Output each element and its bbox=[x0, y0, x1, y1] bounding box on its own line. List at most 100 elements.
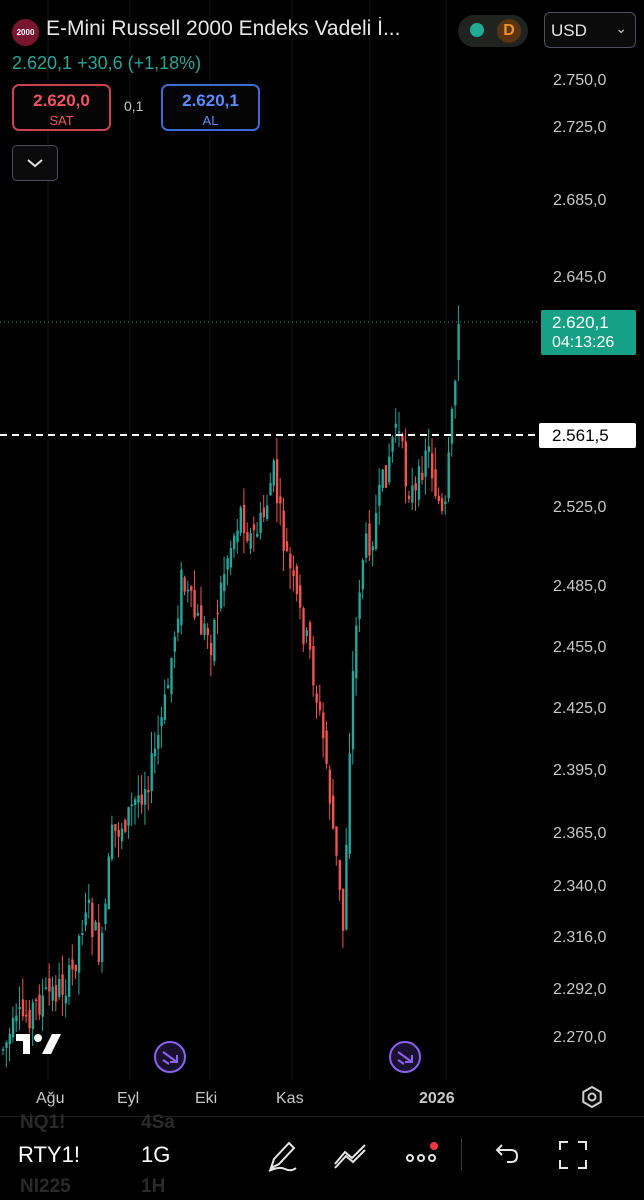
price-tick: 2.340,0 bbox=[553, 878, 606, 895]
candle-body bbox=[196, 612, 200, 616]
candle-body bbox=[18, 1006, 21, 1010]
candle-body bbox=[315, 693, 318, 703]
candle-body bbox=[44, 987, 48, 989]
candle-body bbox=[381, 469, 384, 488]
fullscreen-icon[interactable] bbox=[551, 1133, 595, 1177]
last-price-label: 2.620,1 04:13:26 bbox=[541, 310, 636, 355]
candle-body bbox=[137, 795, 140, 803]
candle-body bbox=[391, 437, 394, 452]
time-axis[interactable]: Ağu Eyl Eki Kas 2026 bbox=[36, 1090, 455, 1107]
candle-body bbox=[2, 1049, 5, 1051]
horizontal-line-price-label: 2.561,5 bbox=[539, 423, 636, 448]
candle-body bbox=[21, 999, 25, 1017]
candle-body bbox=[28, 1010, 31, 1029]
jump-arrow-icon[interactable] bbox=[389, 1041, 421, 1073]
collapse-button[interactable] bbox=[12, 145, 58, 181]
candle-body bbox=[130, 804, 134, 807]
more-icon[interactable] bbox=[399, 1133, 443, 1177]
candle-body bbox=[236, 530, 239, 543]
candle-body bbox=[272, 460, 275, 486]
pen-icon[interactable] bbox=[260, 1133, 304, 1177]
currency-select[interactable]: USD ⌄ bbox=[544, 12, 636, 48]
candle-body bbox=[414, 483, 417, 491]
candle-body bbox=[170, 658, 173, 695]
candle-body bbox=[444, 501, 447, 504]
candle-body bbox=[308, 622, 312, 650]
candle-body bbox=[282, 510, 285, 551]
price-tick: 2.425,0 bbox=[553, 700, 606, 717]
candle-body bbox=[167, 684, 170, 689]
trend-lines-icon[interactable] bbox=[328, 1133, 372, 1177]
candle-body bbox=[203, 623, 206, 636]
candle-body bbox=[150, 753, 153, 792]
sell-button[interactable]: 2.620,0 SAT bbox=[12, 84, 111, 131]
candle-body bbox=[101, 932, 104, 962]
sell-price: 2.620,0 bbox=[33, 91, 90, 110]
candle-body bbox=[71, 959, 74, 970]
candle-body bbox=[107, 856, 110, 910]
price-tick: 2.685,0 bbox=[553, 192, 606, 209]
candle-body bbox=[341, 888, 345, 931]
candles bbox=[2, 305, 460, 1068]
candle-body bbox=[427, 446, 431, 452]
bottom-bar-divider bbox=[0, 1116, 644, 1117]
candle-body bbox=[388, 456, 391, 483]
candle-body bbox=[223, 574, 226, 592]
candle-body bbox=[242, 504, 246, 534]
time-tick: Ağu bbox=[36, 1090, 64, 1107]
candle-body bbox=[256, 533, 259, 537]
candle-body bbox=[454, 381, 457, 406]
candle-body bbox=[77, 935, 81, 973]
candle-body bbox=[365, 533, 368, 558]
candle-body bbox=[348, 753, 351, 855]
candle-body bbox=[25, 1014, 28, 1017]
price-axis[interactable]: 2.750,0 2.725,0 2.685,0 2.645,0 2.525,0 … bbox=[553, 72, 606, 1046]
candle-body bbox=[325, 730, 328, 764]
jump-arrow-icon[interactable] bbox=[154, 1041, 186, 1073]
tradingview-logo-icon[interactable] bbox=[16, 1034, 61, 1054]
candle-body bbox=[437, 495, 440, 501]
price-tick: 2.645,0 bbox=[553, 269, 606, 286]
price-tick: 2.270,0 bbox=[553, 1029, 606, 1046]
spread-value: 0,1 bbox=[124, 98, 144, 114]
candle-body bbox=[289, 553, 292, 569]
candle-body bbox=[200, 605, 203, 635]
candle-body bbox=[275, 459, 279, 504]
candle-body bbox=[87, 899, 91, 904]
candle-body bbox=[440, 498, 444, 512]
interval-button[interactable]: 1G bbox=[141, 1142, 171, 1167]
candle-body bbox=[160, 717, 163, 726]
candle-body bbox=[153, 748, 157, 757]
candle-body bbox=[239, 507, 242, 533]
buy-label: AL bbox=[202, 113, 219, 128]
settings-gear-icon[interactable] bbox=[582, 1085, 602, 1109]
undo-icon[interactable] bbox=[482, 1133, 526, 1177]
price-tick: 2.485,0 bbox=[553, 578, 606, 595]
candle-body bbox=[318, 701, 322, 711]
candle-body bbox=[15, 1015, 18, 1022]
candle-body bbox=[68, 965, 71, 997]
candle-body bbox=[176, 618, 180, 633]
candle-body bbox=[206, 628, 209, 636]
candle-body bbox=[8, 1034, 11, 1045]
price-tick: 2.316,0 bbox=[553, 929, 606, 946]
price-change: +30,6 bbox=[77, 53, 123, 73]
candle-body bbox=[74, 964, 77, 971]
candle-body bbox=[401, 435, 404, 442]
price-chart[interactable]: 2.750,0 2.725,0 2.685,0 2.645,0 2.525,0 … bbox=[0, 0, 644, 1116]
candle-body bbox=[11, 1017, 15, 1038]
symbol-title[interactable]: E-Mini Russell 2000 Endeks Vadeli İ... bbox=[46, 17, 401, 40]
candle-body bbox=[143, 789, 147, 805]
candle-body bbox=[48, 978, 51, 992]
candle-body bbox=[117, 829, 120, 837]
candle-body bbox=[180, 569, 183, 626]
candle-body bbox=[259, 512, 262, 533]
candle-body bbox=[384, 465, 388, 488]
candle-body bbox=[64, 995, 68, 1004]
candle-body bbox=[157, 734, 160, 749]
candle-body bbox=[104, 903, 107, 925]
candle-body bbox=[279, 496, 282, 504]
symbol-button[interactable]: RTY1! bbox=[18, 1142, 80, 1167]
buy-button[interactable]: 2.620,1 AL bbox=[161, 84, 260, 131]
candle-body bbox=[229, 548, 233, 568]
